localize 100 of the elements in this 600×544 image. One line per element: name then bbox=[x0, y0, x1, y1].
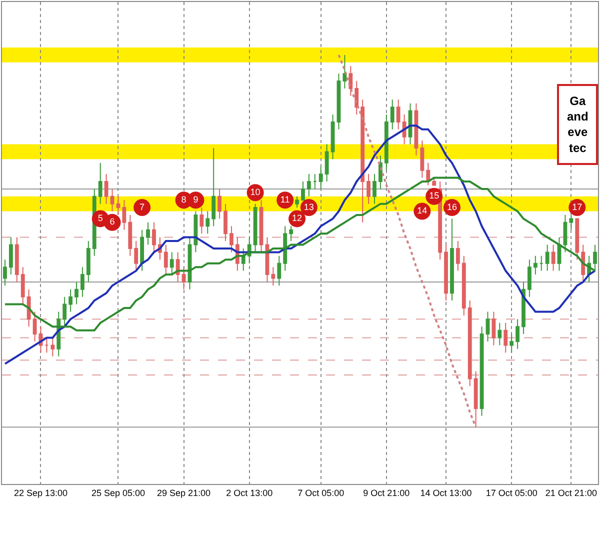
candlestick bbox=[200, 207, 204, 234]
candlestick bbox=[575, 218, 580, 260]
candlestick bbox=[504, 322, 508, 354]
candlestick bbox=[336, 73, 341, 130]
candlestick bbox=[218, 188, 222, 220]
candlestick bbox=[283, 226, 288, 272]
candlestick bbox=[384, 114, 388, 171]
candlestick bbox=[569, 214, 574, 230]
candlestick bbox=[230, 226, 234, 253]
candlestick bbox=[372, 174, 376, 204]
candlestick bbox=[330, 114, 335, 160]
candlestick bbox=[289, 226, 294, 242]
annotation: 12 bbox=[292, 212, 302, 223]
x-tick-label: 25 Sep 05:00 bbox=[91, 488, 145, 498]
x-tick-label: 21 Oct 21:00 bbox=[545, 488, 597, 498]
candlestick bbox=[271, 266, 276, 286]
annotation: 16 bbox=[446, 202, 457, 212]
candlestick bbox=[68, 288, 72, 312]
candlestick bbox=[366, 174, 370, 204]
candlestick bbox=[450, 218, 454, 302]
annotation: 9 bbox=[193, 194, 198, 204]
candlestick bbox=[253, 203, 258, 253]
candlestick bbox=[492, 311, 496, 346]
candlestick bbox=[468, 300, 472, 387]
annotation: Ga and eve tec bbox=[567, 94, 588, 155]
candlestick bbox=[176, 252, 180, 282]
candlestick bbox=[522, 281, 526, 335]
candlestick bbox=[241, 248, 246, 272]
candlestick bbox=[593, 244, 597, 272]
candlestick bbox=[557, 236, 562, 272]
candlestick bbox=[134, 240, 138, 272]
x-tick-label: 22 Sep 13:00 bbox=[14, 488, 68, 498]
x-tick-label: 17 Oct 05:00 bbox=[486, 488, 538, 498]
candlestick bbox=[354, 80, 359, 116]
annotation: 11 bbox=[280, 194, 290, 204]
annotation: 15 bbox=[429, 190, 440, 201]
candlestick bbox=[20, 266, 25, 305]
candlestick bbox=[510, 334, 514, 354]
candlestick bbox=[486, 311, 490, 342]
candlestick bbox=[277, 255, 282, 286]
candlestick bbox=[259, 200, 264, 253]
candlestick bbox=[50, 337, 55, 357]
candlestick bbox=[563, 214, 568, 253]
candlestick bbox=[396, 99, 400, 130]
candlestick bbox=[74, 281, 78, 305]
candlestick bbox=[342, 54, 347, 89]
candlestick bbox=[194, 210, 198, 253]
candlestick bbox=[318, 166, 323, 190]
candlestick bbox=[581, 244, 586, 282]
candlestick bbox=[116, 196, 120, 216]
annotation: 17 bbox=[572, 202, 582, 212]
candlestick bbox=[206, 210, 210, 234]
candlestick bbox=[32, 311, 37, 342]
candlestick bbox=[182, 266, 186, 290]
x-tick-label: 14 Oct 13:00 bbox=[420, 488, 472, 498]
point bbox=[134, 199, 151, 216]
candlestick bbox=[456, 240, 460, 272]
candlestick bbox=[86, 240, 90, 282]
candlestick bbox=[164, 244, 168, 276]
candlestick bbox=[128, 214, 132, 256]
candlestick bbox=[8, 236, 13, 276]
candlestick bbox=[295, 196, 299, 208]
candlestick bbox=[348, 66, 353, 96]
candlestick bbox=[104, 174, 108, 204]
candlestick bbox=[324, 144, 329, 182]
candlestick bbox=[545, 244, 550, 272]
candlestick bbox=[480, 326, 484, 416]
annotation: 7 bbox=[140, 202, 145, 212]
candlestick bbox=[110, 188, 114, 212]
annotation: 5 bbox=[98, 212, 103, 223]
annotation: 13 bbox=[304, 202, 314, 212]
x-tick-label: 7 Oct 05:00 bbox=[298, 488, 344, 498]
candlestick bbox=[62, 296, 67, 328]
candlestick bbox=[444, 244, 448, 302]
candlestick bbox=[170, 252, 174, 276]
candlestick bbox=[146, 222, 150, 246]
candlestick bbox=[432, 177, 436, 186]
candlestick bbox=[474, 370, 478, 428]
annotation: 8 bbox=[181, 194, 186, 204]
candlestick bbox=[420, 140, 424, 178]
candlestick bbox=[312, 174, 317, 190]
candlestick bbox=[516, 318, 520, 350]
candlestick bbox=[212, 148, 216, 227]
candlestick bbox=[426, 162, 430, 186]
candlestick bbox=[306, 174, 311, 197]
candlestick bbox=[360, 99, 365, 223]
x-tick-label: 2 Oct 13:00 bbox=[226, 488, 273, 498]
candlestick bbox=[551, 244, 556, 272]
candlestick bbox=[224, 203, 228, 242]
candlestick bbox=[14, 236, 19, 282]
candlestick bbox=[539, 255, 544, 272]
candlestick bbox=[80, 266, 84, 298]
candlestick bbox=[533, 255, 538, 276]
candlestick bbox=[98, 162, 102, 204]
candlestick bbox=[390, 99, 394, 130]
annotation: 14 bbox=[417, 206, 428, 216]
x-tick-label: 29 Sep 21:00 bbox=[157, 488, 211, 498]
candlestick bbox=[122, 200, 126, 230]
candlestick bbox=[462, 255, 466, 316]
annotation: 10 bbox=[250, 186, 260, 197]
